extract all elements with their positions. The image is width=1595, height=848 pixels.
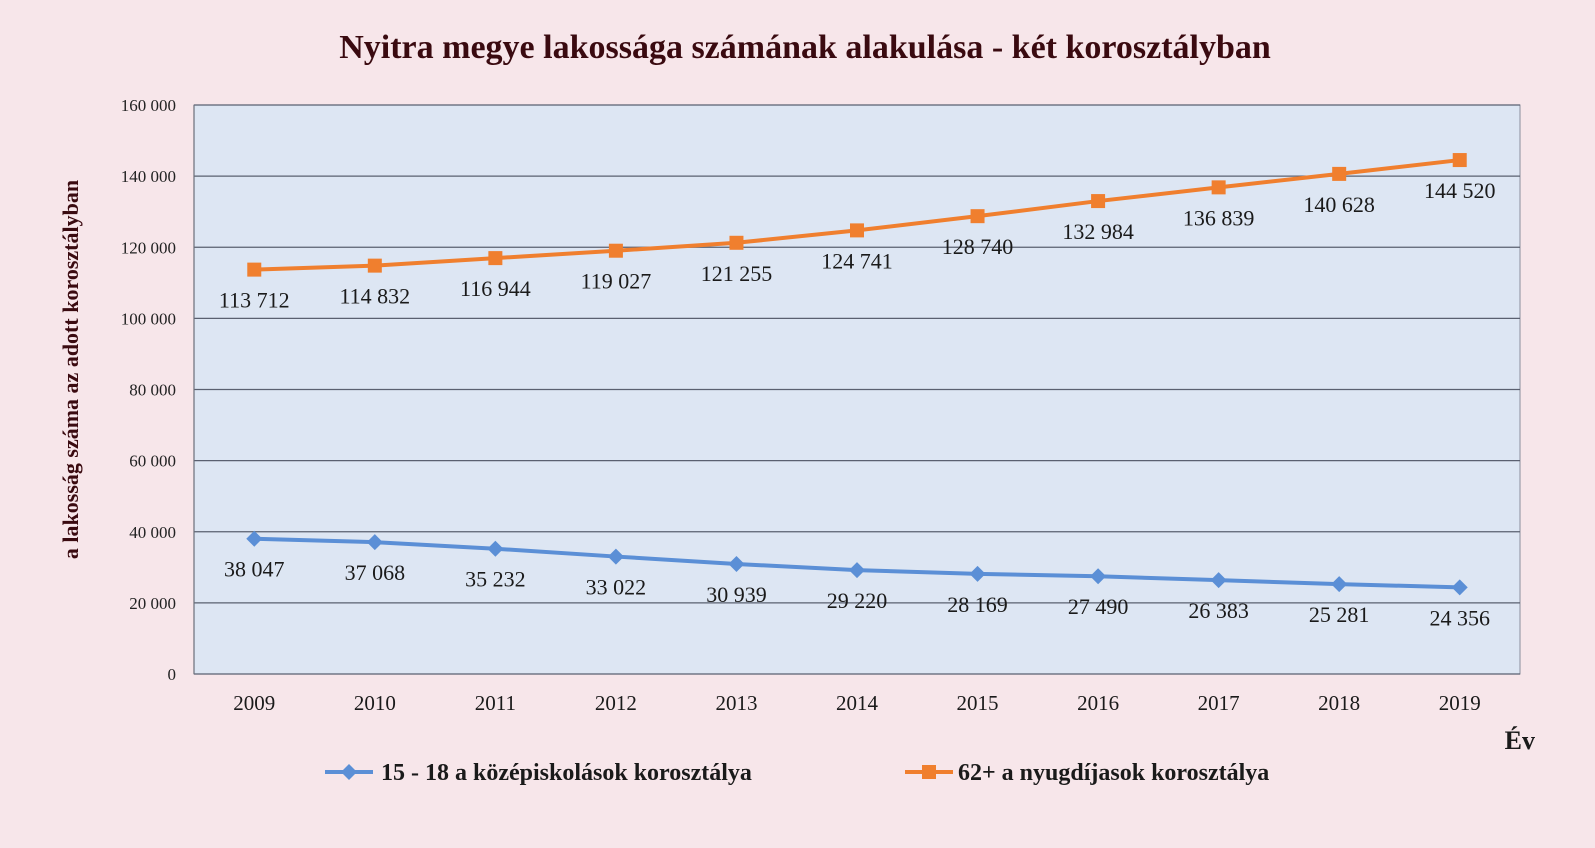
data-label: 29 220 (827, 588, 888, 613)
x-tick-label: 2012 (595, 691, 637, 715)
data-point (1091, 194, 1106, 209)
data-label: 35 232 (465, 567, 526, 592)
data-point (970, 209, 985, 224)
legend-label: 62+ a nyugdíjasok korosztálya (958, 760, 1269, 786)
y-tick-label: 100 000 (121, 309, 176, 328)
legend-label: 15 - 18 a középiskolások korosztálya (381, 760, 752, 786)
series-0 (246, 530, 1468, 596)
data-label: 116 944 (460, 276, 531, 301)
data-point (607, 548, 624, 565)
x-tick-label: 2014 (836, 691, 879, 715)
data-label: 28 169 (947, 592, 1008, 617)
data-labels: 38 047 37 068 35 232 33 022 30 939 29 220 28 1… (219, 178, 1496, 630)
data-point (1211, 180, 1226, 195)
x-tick-label: 2011 (475, 691, 516, 715)
data-point (367, 258, 382, 273)
legend-item: 15 - 18 a középiskolások korosztálya (325, 760, 752, 786)
data-label: 136 839 (1183, 205, 1255, 230)
y-tick-label: 60 000 (129, 452, 176, 471)
data-label: 140 628 (1303, 192, 1375, 217)
legend-item: 62+ a nyugdíjasok korosztálya (905, 760, 1269, 786)
legend-marker (922, 765, 936, 779)
y-tick-label: 40 000 (129, 523, 176, 542)
legend-marker (341, 764, 357, 780)
y-axis-label: a lakosság száma az adott korosztályban (58, 180, 83, 559)
y-tick-labels: 0 20 000 40 000 60 000 80 000 100 000 120 000 1… (121, 96, 176, 684)
y-tick-label: 160 000 (121, 96, 176, 115)
data-label: 33 022 (586, 575, 647, 600)
data-label: 144 520 (1424, 178, 1496, 203)
data-point (728, 555, 745, 572)
data-label: 121 255 (701, 261, 773, 286)
data-point (488, 251, 503, 266)
x-tick-label: 2019 (1439, 691, 1481, 715)
data-point (1331, 576, 1348, 593)
data-label: 119 027 (581, 269, 652, 294)
y-tick-label: 140 000 (121, 167, 176, 186)
data-point (850, 223, 864, 238)
data-label: 38 047 (224, 557, 285, 582)
data-point (366, 534, 383, 551)
data-label: 24 356 (1429, 605, 1490, 630)
x-axis-label: Év (1505, 726, 1535, 755)
x-tick-label: 2010 (354, 691, 396, 715)
data-point (1090, 568, 1107, 585)
data-point (608, 243, 623, 258)
y-tick-label: 120 000 (121, 238, 176, 257)
x-tick-label: 2013 (715, 691, 757, 715)
data-point (246, 530, 263, 547)
y-tick-label: 0 (168, 665, 177, 684)
data-label: 132 984 (1062, 219, 1134, 244)
data-label: 26 383 (1188, 598, 1249, 623)
data-label: 114 832 (339, 284, 410, 309)
x-tick-label: 2009 (233, 691, 275, 715)
data-point (1451, 579, 1468, 596)
x-tick-label: 2015 (957, 691, 999, 715)
y-tick-label: 20 000 (129, 594, 176, 613)
data-label: 37 068 (345, 560, 406, 585)
data-label: 113 712 (219, 288, 290, 313)
data-point (969, 565, 986, 582)
data-point (487, 540, 504, 557)
data-label: 27 490 (1068, 594, 1129, 619)
data-label: 25 281 (1309, 602, 1370, 627)
legend: 15 - 18 a középiskolások korosztálya 62+ … (325, 760, 1269, 786)
data-label: 30 939 (706, 582, 767, 607)
gridlines (193, 104, 1520, 675)
x-tick-labels: 2009 2010 2011 2012 2013 2014 2015 2016 2017 2018… (233, 691, 1480, 715)
data-point (729, 235, 744, 250)
data-point (247, 262, 262, 277)
data-point (849, 562, 865, 579)
series-group (246, 153, 1468, 596)
data-point (1452, 153, 1467, 168)
x-tick-label: 2018 (1318, 691, 1360, 715)
series-1 (247, 153, 1467, 277)
y-tick-label: 80 000 (129, 381, 176, 400)
data-label: 124 741 (821, 248, 893, 273)
data-point (1210, 572, 1227, 589)
chart-title: Nyitra megye lakossága számának alakulás… (339, 29, 1271, 66)
data-label: 128 740 (942, 234, 1014, 259)
x-tick-label: 2016 (1077, 691, 1119, 715)
data-point (1332, 166, 1347, 181)
x-tick-label: 2017 (1198, 691, 1240, 715)
